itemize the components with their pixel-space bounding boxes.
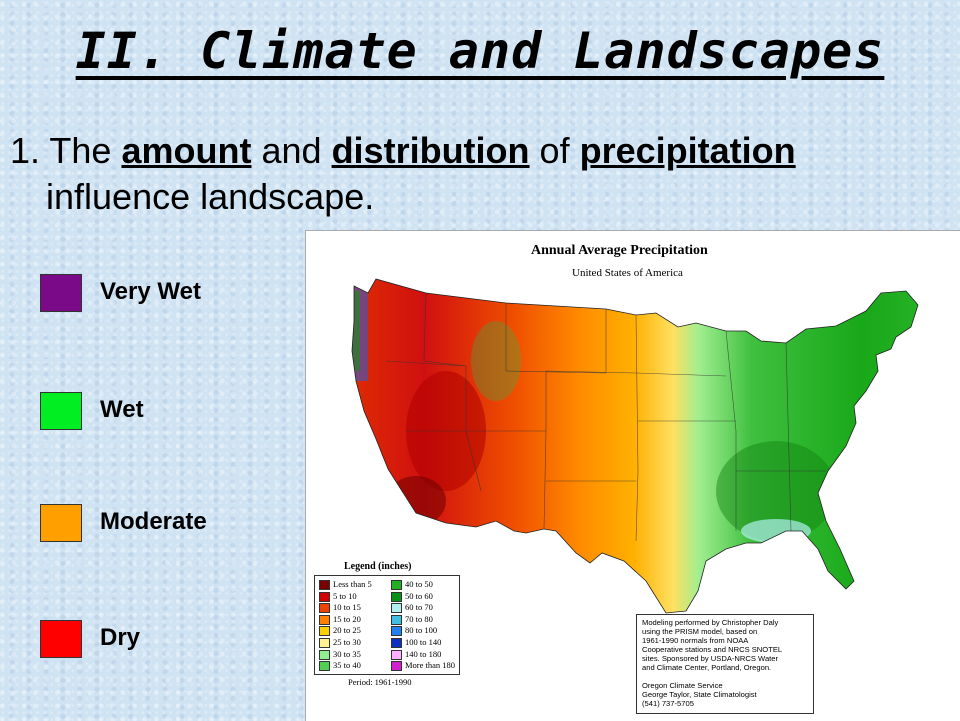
map-legend-swatch — [319, 614, 330, 625]
bullet-point: 1. The amount and distribution of precip… — [10, 128, 950, 220]
map-legend-item: 10 to 15 — [319, 602, 361, 614]
map-legend-swatch — [391, 591, 402, 602]
map-legend-label: 35 to 40 — [333, 660, 361, 671]
map-legend-label: 25 to 30 — [333, 637, 361, 647]
map-legend-swatch — [391, 603, 402, 614]
keyword-precipitation: precipitation — [579, 130, 796, 171]
map-legend-label: 70 to 80 — [405, 613, 433, 624]
map-legend-item: 35 to 40 — [319, 660, 361, 672]
map-legend-label: More than 180 — [405, 660, 456, 671]
keyword-distribution: distribution — [331, 130, 530, 171]
credit-line: sites. Sponsored by USDA-NRCS Water — [642, 654, 779, 663]
map-legend-swatch — [319, 626, 330, 637]
map-legend-swatch — [319, 580, 330, 591]
credit-line: (541) 737-5705 — [642, 699, 694, 708]
legend-swatch — [40, 392, 82, 430]
map-legend-label: 20 to 25 — [333, 625, 361, 636]
bullet-number: 1. — [10, 130, 41, 171]
legend-swatch — [40, 504, 82, 542]
map-legend-item: Less than 5 — [319, 579, 372, 591]
map-legend-swatch — [391, 661, 402, 672]
map-legend-title: Legend (inches) — [344, 561, 412, 572]
map-legend-swatch — [319, 638, 330, 649]
map-legend-item: 140 to 180 — [391, 649, 441, 660]
map-legend-swatch — [391, 580, 402, 591]
us-map-image — [351, 278, 919, 614]
map-title: Annual Average Precipitation — [531, 243, 708, 258]
legend-label: Very Wet — [100, 278, 201, 305]
bullet-word: The — [49, 130, 112, 171]
map-legend-item: 80 to 100 — [391, 625, 438, 637]
bullet-word: of — [539, 130, 570, 171]
map-legend-label: 40 to 50 — [405, 579, 433, 589]
map-legend-swatch — [391, 649, 402, 660]
credit-line: using the PRISM model, based on — [642, 627, 758, 636]
slide-title: II. Climate and Landscapes — [75, 22, 885, 80]
legend-label: Dry — [100, 624, 141, 651]
legend-label: Wet — [100, 396, 144, 423]
map-legend-swatch — [319, 649, 330, 660]
map-legend-label: 10 to 15 — [333, 602, 361, 613]
map-legend-item: 30 to 35 — [319, 649, 361, 660]
map-legend-item: 40 to 50 — [391, 579, 433, 591]
map-legend-swatch — [391, 638, 402, 649]
map-credits: Modeling performed by Christopher Daly us… — [636, 614, 814, 714]
credit-line — [642, 672, 808, 681]
map-legend-item: More than 180 — [391, 660, 456, 672]
credit-line: Oregon Climate Service — [642, 681, 723, 690]
map-legend-item: 50 to 60 — [391, 591, 433, 602]
map-legend-label: 50 to 60 — [405, 590, 433, 601]
legend-swatch — [40, 274, 82, 312]
map-legend-swatch — [319, 591, 330, 602]
map-legend-label: 30 to 35 — [333, 648, 361, 659]
map-legend-swatch — [391, 626, 402, 637]
credit-line: Cooperative stations and NRCS SNOTEL — [642, 645, 783, 654]
precipitation-map: Annual Average Precipitation United Stat… — [305, 230, 960, 721]
bullet-word: and — [261, 130, 322, 171]
map-legend-item: 20 to 25 — [319, 625, 361, 637]
map-legend-item: 100 to 140 — [391, 637, 442, 649]
map-legend-swatch — [319, 603, 330, 614]
map-legend-label: 100 to 140 — [405, 637, 442, 647]
map-legend-item: 5 to 10 — [319, 591, 357, 602]
map-period: Period: 1961-1990 — [348, 677, 412, 687]
credit-line: George Taylor, State Climatologist — [642, 690, 757, 699]
credit-line: and Climate Center, Portland, Oregon. — [642, 663, 772, 672]
map-legend-label: 60 to 70 — [405, 602, 433, 613]
map-legend-item: 25 to 30 — [319, 637, 361, 649]
credit-line: 1961-1990 normals from NOAA — [642, 636, 749, 645]
map-legend-label: Less than 5 — [333, 579, 372, 589]
map-legend-label: 80 to 100 — [405, 625, 438, 636]
map-legend-swatch — [319, 661, 330, 672]
bullet-line-2: influence landscape. — [46, 176, 375, 217]
map-legend-item: 70 to 80 — [391, 614, 433, 625]
map-legend-item: 60 to 70 — [391, 602, 433, 614]
map-legend-item: 15 to 20 — [319, 614, 361, 625]
map-legend-label: 140 to 180 — [405, 648, 442, 659]
keyword-amount: amount — [121, 130, 252, 171]
map-legend-label: 5 to 10 — [333, 590, 357, 601]
legend-label: Moderate — [100, 508, 207, 535]
map-legend-swatch — [391, 614, 402, 625]
map-legend-label: 15 to 20 — [333, 613, 361, 624]
map-subtitle: United States of America — [572, 267, 683, 279]
legend-swatch — [40, 620, 82, 658]
credit-line: Modeling performed by Christopher Daly — [642, 618, 779, 627]
